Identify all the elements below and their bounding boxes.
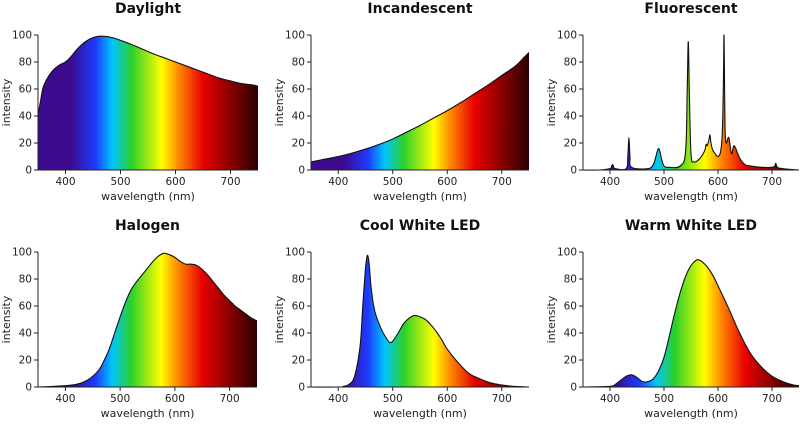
x-tick-label: 500 (654, 176, 674, 188)
y-tick-label: 20 (564, 355, 577, 367)
panel-warm-white-led: 0 20 40 60 80 100 400 500 600 700 Warm White LED wa… (545, 218, 800, 420)
y-tick-label: 0 (570, 165, 577, 177)
spectrum-area-daylight (38, 36, 258, 170)
panel-fluorescent: 0 20 40 60 80 100 400 500 600 700 Fluorescent wavel… (545, 1, 800, 203)
y-tick-label: 40 (292, 111, 305, 123)
y-tick-label: 0 (570, 382, 577, 394)
y-tick-label: 100 (12, 30, 32, 42)
y-axis-label: intensity (273, 295, 286, 343)
y-tick-label: 60 (292, 301, 305, 313)
y-tick-label: 80 (564, 274, 577, 286)
spectrum-area-cool-white-led (311, 255, 529, 388)
y-tick-label: 60 (564, 301, 577, 313)
x-tick-label: 400 (328, 393, 348, 405)
spectrum-curve-incandescent (310, 52, 530, 163)
spectrum-area-warm-white-led (583, 259, 799, 387)
x-tick-label: 400 (55, 176, 75, 188)
x-axis-label: wavelength (nm) (373, 190, 467, 203)
y-tick-label: 100 (285, 247, 305, 259)
x-axis-label: wavelength (nm) (373, 407, 467, 420)
y-tick-label: 100 (557, 247, 577, 259)
x-tick-label: 500 (110, 176, 130, 188)
y-tick-label: 40 (19, 328, 32, 340)
spectrum-curve-fluorescent (582, 34, 800, 171)
panel-title: Fluorescent (644, 1, 737, 17)
x-tick-label: 600 (165, 393, 185, 405)
y-tick-label: 0 (25, 382, 32, 394)
y-tick-label: 20 (564, 138, 577, 150)
y-tick-label: 60 (292, 84, 305, 96)
y-tick-label: 40 (564, 328, 577, 340)
spectrum-curve-halogen (37, 252, 258, 388)
y-tick-label: 20 (292, 355, 305, 367)
y-tick-label: 80 (19, 57, 32, 69)
spectrum-area-halogen (38, 253, 257, 387)
y-axis-label: intensity (545, 295, 558, 343)
x-tick-label: 500 (654, 393, 674, 405)
y-tick-label: 20 (292, 138, 305, 150)
y-tick-label: 60 (564, 84, 577, 96)
x-tick-label: 700 (762, 176, 782, 188)
y-tick-label: 60 (19, 301, 32, 313)
y-tick-label: 40 (19, 111, 32, 123)
x-tick-label: 600 (165, 176, 185, 188)
panel-title: Cool White LED (360, 218, 481, 234)
y-axis-label: intensity (0, 295, 13, 343)
x-axis-label: wavelength (nm) (101, 407, 195, 420)
y-tick-label: 0 (298, 382, 305, 394)
x-tick-label: 600 (437, 393, 457, 405)
y-tick-label: 80 (564, 57, 577, 69)
y-tick-label: 100 (557, 30, 577, 42)
y-tick-label: 40 (292, 328, 305, 340)
x-tick-label: 700 (762, 393, 782, 405)
panel-incandescent: 0 20 40 60 80 100 400 500 600 700 Incandescent wave… (273, 1, 530, 203)
x-tick-label: 700 (492, 393, 512, 405)
x-tick-label: 500 (383, 393, 403, 405)
y-tick-label: 20 (19, 138, 32, 150)
y-tick-label: 20 (19, 355, 32, 367)
x-tick-label: 400 (55, 393, 75, 405)
y-axis-label: intensity (273, 78, 286, 126)
y-tick-label: 100 (12, 247, 32, 259)
panel-title: Daylight (115, 1, 181, 17)
panel-title: Incandescent (367, 1, 472, 17)
spectrum-curve-warm-white-led (582, 259, 800, 388)
y-tick-label: 80 (19, 274, 32, 286)
x-axis-label: wavelength (nm) (101, 190, 195, 203)
x-tick-label: 500 (110, 393, 130, 405)
y-axis-label: intensity (0, 78, 13, 126)
x-tick-label: 600 (437, 176, 457, 188)
x-tick-label: 600 (708, 176, 728, 188)
x-tick-label: 700 (220, 393, 240, 405)
panel-title: Halogen (115, 218, 180, 234)
panel-cool-white-led: 0 20 40 60 80 100 400 500 600 700 Cool White LED wa… (273, 218, 530, 420)
y-tick-label: 0 (25, 165, 32, 177)
y-axis-label: intensity (545, 78, 558, 126)
x-tick-label: 400 (600, 176, 620, 188)
y-tick-label: 40 (564, 111, 577, 123)
x-tick-label: 500 (383, 176, 403, 188)
spectrum-area-incandescent (311, 52, 529, 170)
x-tick-label: 400 (600, 393, 620, 405)
y-tick-label: 60 (19, 84, 32, 96)
y-tick-label: 80 (292, 274, 305, 286)
x-axis-label: wavelength (nm) (644, 407, 738, 420)
panel-daylight: 0 20 40 60 80 100 400 500 600 700 Daylight waveleng… (0, 1, 259, 203)
y-tick-label: 80 (292, 57, 305, 69)
x-axis-label: wavelength (nm) (644, 190, 738, 203)
spectrum-curve-cool-white-led (310, 254, 530, 388)
panel-halogen: 0 20 40 60 80 100 400 500 600 700 Halogen wavelengt… (0, 218, 258, 420)
x-tick-label: 700 (220, 176, 240, 188)
y-tick-label: 0 (298, 165, 305, 177)
x-tick-label: 700 (492, 176, 512, 188)
x-tick-label: 600 (708, 393, 728, 405)
y-tick-label: 100 (285, 30, 305, 42)
panel-title: Warm White LED (625, 218, 757, 234)
spectrum-curve-daylight (37, 35, 259, 117)
x-tick-label: 400 (328, 176, 348, 188)
